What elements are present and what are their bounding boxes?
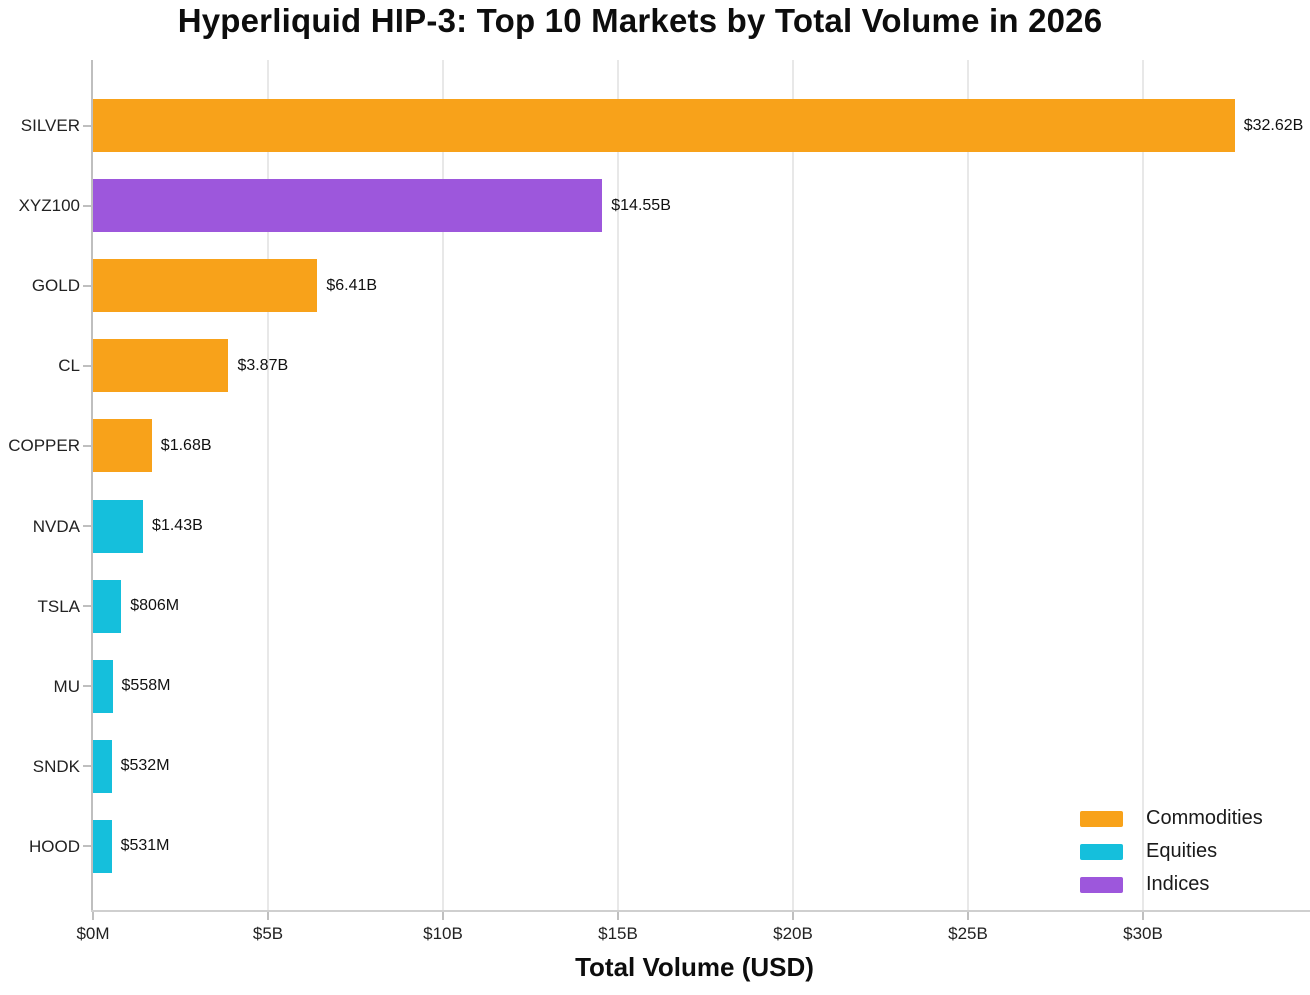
x-tick-label-$15B: $15B	[598, 924, 638, 943]
value-label-COPPER: $1.68B	[160, 436, 212, 454]
category-label-CL: CL	[58, 356, 80, 376]
x-tick-mark-$15B	[617, 912, 619, 920]
legend-item-indices: Indices	[1080, 868, 1263, 901]
x-tick-label-$30B: $30B	[1123, 924, 1163, 943]
x-tick-label-$5B: $5B	[252, 924, 284, 943]
y-tick-mark-SNDK	[83, 765, 91, 768]
y-tick-mark-TSLA	[83, 605, 91, 608]
category-label-COPPER: COPPER	[8, 436, 80, 456]
category-label-NVDA: NVDA	[32, 516, 80, 536]
gridline-$20B	[792, 60, 794, 910]
legend-label-commodities: Commodities	[1146, 807, 1263, 829]
bar-XYZ100	[93, 179, 603, 233]
category-label-HOOD: HOOD	[29, 836, 80, 856]
chart-title: Hyperliquid HIP-3: Top 10 Markets by Tot…	[177, 2, 1103, 39]
gridline-$5B	[267, 60, 269, 910]
x-tick-label-$0M: $0M	[76, 924, 110, 943]
bar-SILVER	[93, 99, 1235, 152]
gridline-$30B	[1142, 60, 1144, 910]
x-axis-label: Total Volume (USD)	[575, 952, 814, 982]
x-tick-mark-$0M	[92, 912, 94, 920]
legend-swatch-commodities	[1080, 810, 1123, 827]
gridline-$15B	[617, 60, 619, 910]
category-label-SNDK: SNDK	[32, 756, 80, 776]
y-tick-mark-CL	[83, 364, 91, 367]
value-label-NVDA: $1.43B	[152, 517, 203, 534]
y-tick-mark-GOLD	[83, 284, 91, 287]
value-label-SNDK: $532M	[120, 757, 170, 775]
category-label-SILVER: SILVER	[20, 116, 80, 135]
legend-label-equities: Equities	[1146, 840, 1218, 862]
value-label-XYZ100: $14.55B	[611, 196, 671, 214]
legend: Commodities Equities Indices	[1080, 802, 1263, 901]
y-tick-mark-COPPER	[83, 444, 91, 447]
legend-swatch-indices	[1080, 876, 1123, 893]
category-label-GOLD: GOLD	[31, 276, 80, 296]
bar-GOLD	[93, 259, 318, 313]
y-tick-mark-NVDA	[83, 525, 91, 527]
category-label-XYZ100: XYZ100	[18, 196, 80, 216]
y-tick-mark-HOOD	[83, 845, 91, 848]
x-tick-mark-$20B	[792, 912, 794, 920]
value-label-SILVER: $32.62B	[1243, 116, 1304, 134]
legend-swatch-equities	[1080, 843, 1123, 860]
legend-label-indices: Indices	[1146, 873, 1210, 895]
gridline-$25B	[967, 60, 969, 910]
bar-CL	[93, 339, 229, 393]
bar-COPPER	[93, 419, 152, 473]
y-tick-mark-SILVER	[83, 124, 91, 127]
value-label-TSLA: $806M	[130, 597, 180, 615]
category-label-MU: MU	[53, 676, 80, 696]
bar-MU	[93, 659, 113, 713]
bar-NVDA	[93, 499, 144, 553]
x-axis-line	[91, 910, 1310, 912]
y-tick-mark-XYZ100	[83, 204, 91, 207]
value-label-HOOD: $531M	[120, 837, 170, 855]
y-axis-line	[91, 60, 93, 910]
bar-SNDK	[93, 739, 112, 793]
category-label-TSLA: TSLA	[37, 596, 80, 616]
value-label-CL: $3.87B	[237, 356, 289, 374]
gridline-$10B	[442, 60, 444, 910]
legend-item-commodities: Commodities	[1080, 802, 1263, 835]
bar-HOOD	[93, 819, 112, 873]
x-tick-label-$25B: $25B	[948, 924, 988, 943]
x-tick-mark-$30B	[1142, 912, 1144, 920]
legend-item-equities: Equities	[1080, 835, 1263, 868]
x-tick-mark-$5B	[267, 912, 269, 920]
x-tick-mark-$10B	[442, 912, 444, 920]
value-label-GOLD: $6.41B	[326, 276, 378, 294]
x-tick-label-$20B: $20B	[773, 924, 813, 943]
y-tick-mark-MU	[83, 685, 91, 688]
x-tick-label-$10B: $10B	[423, 924, 463, 943]
value-label-MU: $558M	[121, 677, 171, 695]
bar-TSLA	[93, 579, 122, 633]
x-tick-mark-$25B	[967, 912, 969, 920]
